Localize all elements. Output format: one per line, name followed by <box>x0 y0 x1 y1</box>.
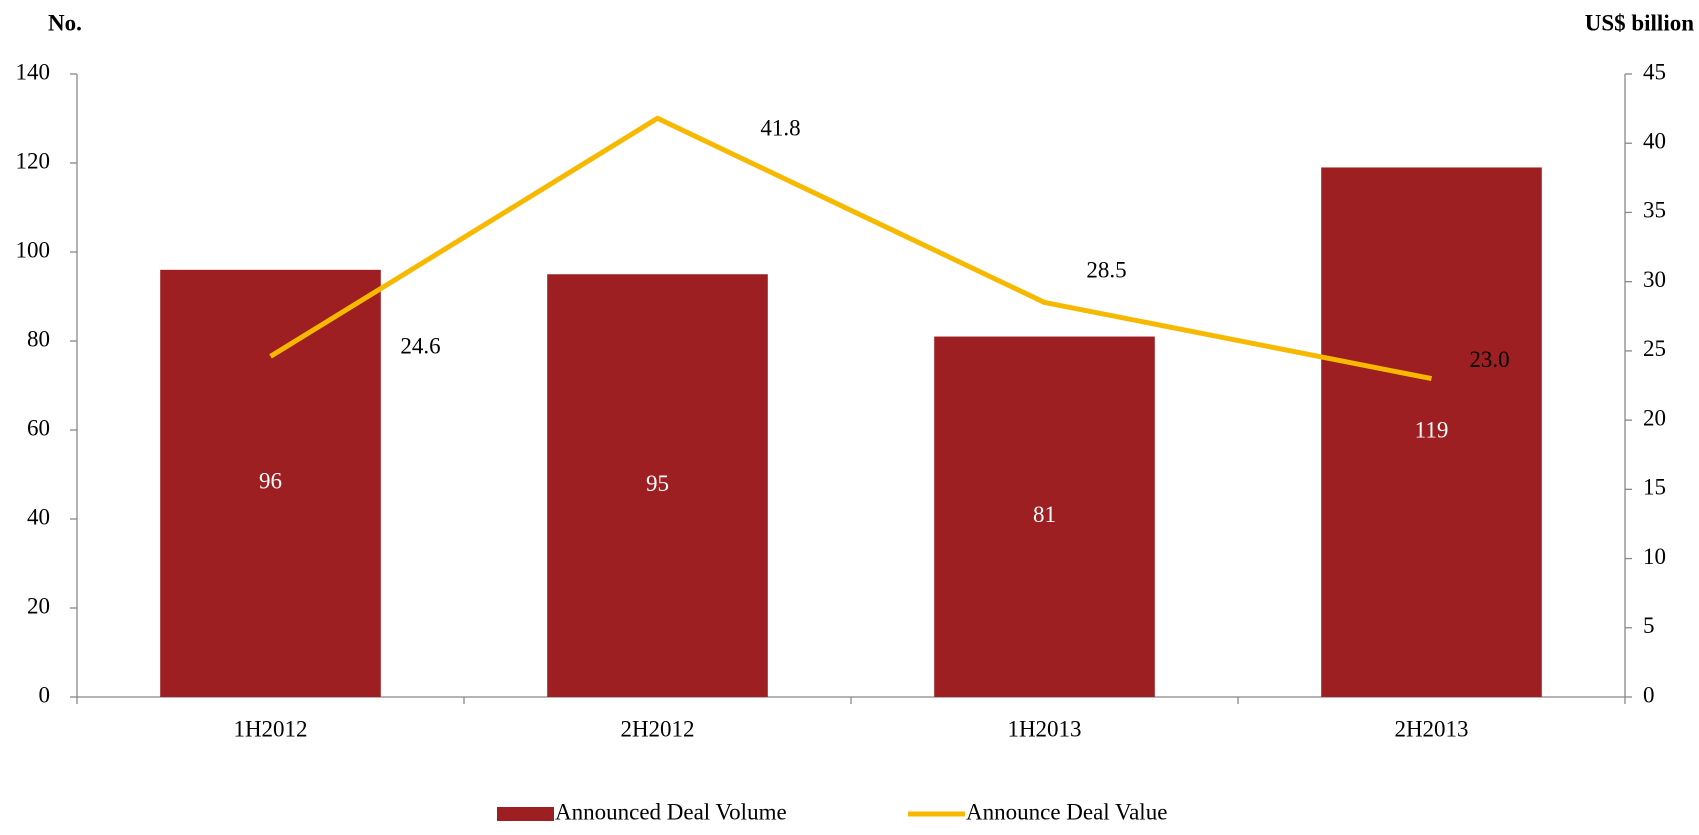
x-tick-label: 2H2013 <box>1394 716 1468 741</box>
bar <box>934 336 1155 697</box>
y-tick-label: 100 <box>16 237 51 262</box>
y2-tick-label: 10 <box>1643 544 1666 569</box>
x-tick-label: 1H2013 <box>1007 716 1081 741</box>
bar-label: 96 <box>259 469 282 494</box>
y-tick-label: 80 <box>27 326 50 351</box>
line <box>269 115 1432 382</box>
x-tick-label: 2H2012 <box>620 716 694 741</box>
x-tick-label: 1H2012 <box>233 716 307 741</box>
legend-label: Announce Deal Value <box>966 799 1167 824</box>
bar <box>547 274 768 697</box>
y2-axis-title: US$ billion <box>1585 10 1695 35</box>
y-tick-label: 0 <box>39 682 51 707</box>
legend-swatch <box>497 807 554 821</box>
y-axis-title: No. <box>48 10 82 35</box>
bar-label: 119 <box>1415 418 1449 443</box>
line-label: 28.5 <box>1086 258 1126 283</box>
y-tick-label: 120 <box>16 148 51 173</box>
bar-label: 95 <box>646 471 669 496</box>
y-tick-label: 60 <box>27 415 50 440</box>
y2-tick-label: 15 <box>1643 475 1666 500</box>
y-tick-label: 20 <box>27 593 50 618</box>
y2-tick-label: 20 <box>1643 405 1666 430</box>
y2-tick-label: 35 <box>1643 198 1666 223</box>
y2-tick-label: 30 <box>1643 267 1666 292</box>
line-label: 24.6 <box>400 334 440 359</box>
line-label: 41.8 <box>760 116 800 141</box>
y2-tick-label: 5 <box>1643 613 1655 638</box>
y2-tick-label: 25 <box>1643 336 1666 361</box>
legend-label: Announced Deal Volume <box>555 799 787 824</box>
bar <box>160 269 381 697</box>
line-label: 23.0 <box>1469 347 1509 372</box>
y2-tick-label: 45 <box>1643 59 1666 84</box>
y-tick-label: 40 <box>27 504 50 529</box>
bar <box>1321 167 1542 697</box>
bar-label: 81 <box>1033 502 1056 527</box>
y2-tick-label: 40 <box>1643 129 1666 154</box>
y-tick-label: 140 <box>16 59 51 84</box>
y2-tick-label: 0 <box>1643 682 1655 707</box>
